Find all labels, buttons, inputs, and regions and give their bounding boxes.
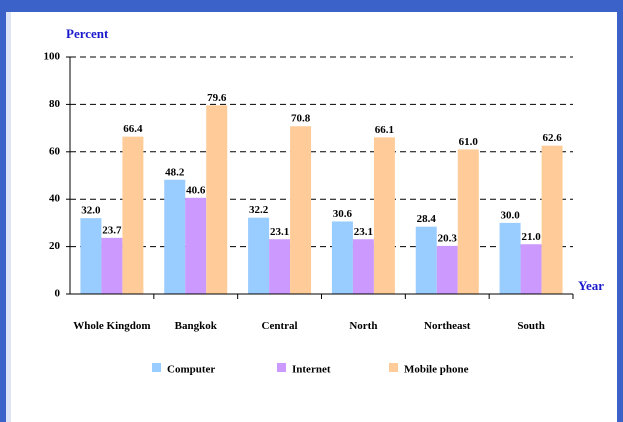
- data-label: 66.4: [123, 123, 143, 135]
- data-label: 30.0: [500, 209, 520, 221]
- bar: [185, 197, 207, 294]
- bar: [164, 179, 186, 294]
- x-tick-label: Bangkok: [174, 320, 217, 332]
- bar: [290, 126, 312, 294]
- bar: [436, 245, 458, 294]
- bar: [373, 137, 395, 294]
- legend-swatch: [389, 363, 398, 372]
- bar: [541, 145, 563, 294]
- data-label: 32.0: [81, 205, 101, 217]
- data-label: 23.7: [102, 224, 122, 236]
- y-tick-label: 20: [49, 240, 61, 252]
- data-label: 23.1: [270, 226, 289, 238]
- data-label: 23.1: [354, 226, 373, 238]
- data-label: 70.8: [291, 113, 311, 125]
- x-tick-label: North: [349, 320, 378, 332]
- data-label: 48.2: [165, 166, 185, 178]
- y-tick-label: 100: [44, 51, 61, 63]
- data-label: 79.6: [207, 92, 227, 104]
- bar: [206, 105, 228, 295]
- legend-swatch: [277, 363, 286, 372]
- x-tick-label: Central: [261, 320, 298, 332]
- bar: [352, 239, 374, 294]
- y-tick-label: 0: [55, 288, 61, 300]
- data-label: 20.3: [438, 232, 458, 244]
- data-label: 32.2: [249, 204, 269, 216]
- data-label: 21.0: [521, 231, 541, 243]
- data-label: 28.4: [417, 213, 437, 225]
- x-tick-label: South: [517, 320, 545, 332]
- data-label: 30.6: [333, 208, 353, 220]
- bar: [80, 218, 102, 294]
- legend-label: Computer: [167, 364, 215, 376]
- y-axis-title: Percent: [66, 26, 109, 41]
- bar: [248, 217, 270, 294]
- data-label: 61.0: [459, 136, 479, 148]
- bar: [457, 149, 479, 294]
- x-axis-title: Year: [578, 278, 604, 293]
- bar: [415, 226, 437, 294]
- data-label: 40.6: [186, 184, 206, 196]
- legend-swatch: [152, 363, 161, 372]
- y-tick-label: 40: [49, 193, 61, 205]
- bar: [269, 239, 291, 294]
- bar: [499, 222, 521, 294]
- bar: [331, 221, 353, 294]
- data-label: 66.1: [375, 124, 394, 136]
- y-tick-label: 80: [49, 98, 61, 110]
- legend-label: Mobile phone: [404, 364, 469, 376]
- legend-label: Internet: [292, 364, 331, 376]
- data-label: 62.6: [542, 132, 562, 144]
- x-tick-label: Northeast: [424, 320, 471, 332]
- bar: [520, 244, 542, 294]
- bar: [122, 136, 144, 294]
- panel-edge: [6, 12, 11, 422]
- y-tick-label: 60: [49, 145, 61, 157]
- bar: [101, 237, 123, 294]
- panel: [6, 12, 617, 422]
- x-tick-label: Whole Kingdom: [73, 320, 151, 332]
